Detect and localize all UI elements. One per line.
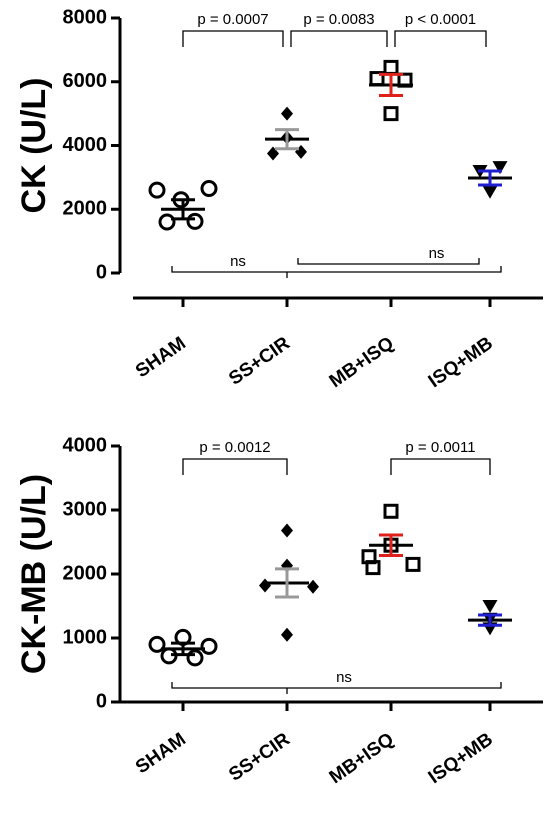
- group-ss-cir: [265, 106, 309, 161]
- data-point: [200, 637, 218, 655]
- data-point: [295, 144, 307, 159]
- data-point: [405, 556, 421, 572]
- y-tick-label: 6000: [63, 70, 108, 92]
- category-labels: SHAM SS+CIR MB+ISQ ISQ+MB: [132, 729, 497, 788]
- category-label: SHAM: [132, 729, 190, 778]
- y-tick-label: 2000: [63, 562, 108, 584]
- category-label: MB+ISQ: [326, 729, 398, 788]
- data-point: [281, 627, 293, 642]
- data-point: [148, 181, 166, 199]
- data-point: [148, 635, 166, 653]
- axes: [118, 446, 543, 711]
- data-point: [482, 185, 498, 199]
- data-point: [365, 560, 381, 576]
- significance-brackets: p = 0.0007 p = 0.0083 p < 0.0001 ns ns: [171, 11, 502, 278]
- groups: [148, 503, 512, 667]
- comparison-bracket: p = 0.0011: [390, 439, 491, 475]
- data-point: [383, 503, 399, 519]
- group-isq-mb: [468, 161, 512, 199]
- data-point: [259, 578, 271, 593]
- data-point: [186, 212, 204, 230]
- data-point: [158, 213, 176, 231]
- bracket-line: [297, 258, 480, 265]
- data-point: [307, 579, 319, 594]
- bracket-line: [171, 682, 502, 689]
- data-point: [383, 106, 399, 122]
- bracket-line: [182, 458, 288, 475]
- bracket-label: ns: [336, 669, 352, 686]
- y-axis-title: CK-MB (U/L): [15, 474, 53, 674]
- data-point: [186, 649, 204, 667]
- data-point: [383, 59, 399, 75]
- category-label: SS+CIR: [225, 729, 294, 786]
- groups: [148, 59, 512, 231]
- y-tick-label: 1000: [63, 626, 108, 648]
- group-isq-mb: [468, 600, 512, 636]
- data-point: [281, 523, 293, 538]
- bracket-label: p = 0.0011: [405, 439, 475, 456]
- category-label: ISQ+MB: [425, 333, 497, 392]
- panel-ck: CK (U/L) 0 2000 4000 6000 8000 SHAM SS+CIR MB+…: [15, 6, 543, 392]
- bracket-label: p = 0.0007: [197, 11, 268, 28]
- category-label: SHAM: [132, 333, 190, 382]
- y-ticks: 0 1000 2000 3000 4000: [63, 434, 120, 712]
- comparison-bracket: ns: [297, 245, 480, 265]
- category-label: SS+CIR: [225, 333, 294, 390]
- bracket-label: p = 0.0083: [303, 11, 374, 28]
- group-ss-cir: [259, 523, 319, 642]
- bracket-line: [182, 30, 284, 47]
- bracket-line: [394, 30, 487, 47]
- data-point: [281, 106, 293, 121]
- comparison-bracket: p = 0.0012: [182, 439, 288, 475]
- y-tick-label: 2000: [63, 198, 108, 220]
- y-tick-label: 4000: [63, 434, 108, 456]
- group-sham: [148, 628, 218, 667]
- panel-ckmb: CK-MB (U/L) 0 1000 2000 3000 4000 SHAM SS+CIR…: [15, 434, 543, 788]
- comparison-bracket: ns: [171, 669, 502, 694]
- category-label: ISQ+MB: [425, 729, 497, 788]
- y-ticks: 0 2000 4000 6000 8000: [63, 6, 120, 283]
- comparison-bracket: p = 0.0007: [182, 11, 284, 47]
- y-tick-label: 4000: [63, 134, 108, 156]
- bracket-line: [171, 266, 502, 273]
- bracket-line: [290, 30, 388, 47]
- data-point: [482, 600, 498, 613]
- y-tick-label: 0: [96, 690, 107, 712]
- significance-brackets: p = 0.0012 p = 0.0011 ns: [171, 439, 502, 694]
- comparison-bracket: p < 0.0001: [394, 11, 487, 47]
- y-axis-title: CK (U/L): [15, 78, 53, 214]
- group-mb-isq: [361, 503, 421, 576]
- bracket-label: ns: [230, 253, 246, 270]
- comparison-bracket: ns: [171, 253, 502, 278]
- comparison-bracket: p = 0.0083: [290, 11, 388, 47]
- bracket-label: p = 0.0012: [199, 439, 270, 456]
- group-mb-isq: [369, 59, 413, 122]
- bracket-line: [390, 458, 491, 475]
- bracket-label: p < 0.0001: [405, 11, 476, 28]
- data-point: [492, 161, 508, 175]
- y-tick-label: 0: [96, 261, 107, 283]
- bracket-label: ns: [429, 245, 445, 262]
- category-labels: SHAM SS+CIR MB+ISQ ISQ+MB: [132, 333, 497, 392]
- group-sham: [148, 180, 218, 231]
- category-label: MB+ISQ: [326, 333, 398, 392]
- y-tick-label: 3000: [63, 498, 108, 520]
- data-point: [200, 180, 218, 198]
- y-tick-label: 8000: [63, 6, 108, 28]
